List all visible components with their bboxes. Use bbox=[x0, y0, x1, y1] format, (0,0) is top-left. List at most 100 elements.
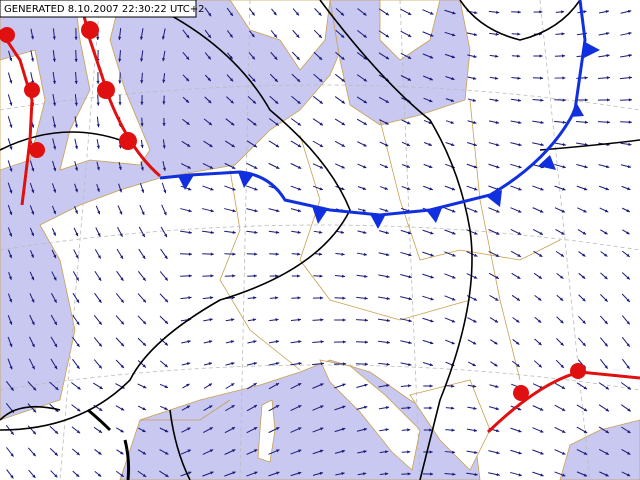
wind-arrow bbox=[583, 209, 587, 213]
wind-arrow bbox=[363, 121, 367, 125]
wind-arrow bbox=[31, 211, 35, 215]
wind-arrow bbox=[626, 365, 630, 369]
wind-arrow bbox=[164, 342, 168, 346]
wind-arrow bbox=[538, 297, 542, 301]
wind-arrow bbox=[429, 99, 433, 103]
wind-arrow bbox=[582, 320, 586, 324]
wind-arrow bbox=[231, 362, 235, 366]
wind-arrow bbox=[384, 165, 389, 168]
wind-arrow bbox=[275, 318, 279, 322]
wind-arrow bbox=[474, 231, 478, 235]
wind-arrow bbox=[186, 143, 191, 147]
front-triangle bbox=[570, 102, 584, 117]
wind-arrow bbox=[120, 342, 124, 347]
wind-arrow bbox=[230, 100, 234, 104]
wind-arrow bbox=[496, 429, 500, 433]
wind-arrow bbox=[252, 78, 256, 82]
wind-arrow bbox=[253, 274, 257, 278]
wind-arrow bbox=[118, 166, 122, 170]
wind-arrow bbox=[496, 231, 500, 235]
wind-arrow bbox=[386, 296, 390, 301]
wind-arrow bbox=[232, 230, 236, 234]
wind-arrow bbox=[77, 386, 81, 390]
wind-arrow bbox=[539, 54, 543, 58]
wind-arrow bbox=[209, 143, 213, 147]
wind-arrow bbox=[495, 407, 499, 411]
wind-arrow bbox=[496, 165, 500, 169]
wind-arrow bbox=[342, 405, 346, 409]
wind-arrow bbox=[318, 12, 322, 16]
wind-arrow bbox=[30, 254, 34, 258]
wind-arrow bbox=[9, 124, 13, 128]
front-semicircle bbox=[29, 142, 45, 158]
wind-arrow bbox=[96, 166, 100, 171]
wind-arrow bbox=[32, 430, 36, 435]
wind-arrow bbox=[341, 427, 346, 431]
wind-arrow bbox=[188, 296, 192, 300]
wind-arrow bbox=[98, 321, 102, 325]
wind-arrow bbox=[364, 296, 368, 300]
wind-arrow bbox=[452, 11, 456, 15]
wind-arrow bbox=[472, 384, 477, 388]
wind-arrow bbox=[386, 362, 390, 366]
wind-arrow bbox=[187, 449, 191, 453]
wind-arrow bbox=[627, 430, 631, 433]
wind-arrow bbox=[9, 57, 13, 62]
wind-arrow bbox=[495, 253, 500, 257]
wind-arrow bbox=[232, 471, 236, 475]
wind-arrow bbox=[254, 187, 258, 191]
wind-arrow bbox=[76, 343, 80, 347]
wind-arrow bbox=[341, 122, 345, 126]
front-semicircle bbox=[0, 27, 15, 43]
ireland bbox=[0, 49, 46, 171]
wind-arrow bbox=[186, 121, 190, 125]
wind-arrow bbox=[275, 122, 279, 126]
wind-arrow bbox=[451, 77, 455, 81]
wind-arrow bbox=[142, 473, 147, 477]
wind-arrow bbox=[9, 298, 13, 303]
wind-arrow bbox=[517, 231, 522, 235]
wind-arrow bbox=[142, 342, 147, 346]
wind-arrow bbox=[210, 230, 214, 234]
grid-line bbox=[239, 0, 251, 480]
wind-arrow bbox=[120, 473, 124, 477]
wind-arrow bbox=[584, 76, 588, 80]
wind-arrow bbox=[561, 32, 565, 36]
wind-arrow bbox=[52, 80, 57, 84]
wind-arrow bbox=[31, 232, 35, 237]
wind-arrow bbox=[253, 383, 257, 387]
wind-arrow bbox=[208, 12, 212, 17]
wind-arrow bbox=[562, 473, 566, 477]
wind-arrow bbox=[230, 340, 235, 344]
isobar bbox=[169, 409, 191, 480]
wind-arrow bbox=[385, 450, 389, 454]
wind-arrow bbox=[141, 233, 145, 237]
wind-arrow bbox=[142, 299, 146, 303]
wind-arrow bbox=[320, 362, 324, 366]
wind-arrow bbox=[275, 405, 280, 409]
wind-arrow bbox=[385, 34, 390, 38]
wind-arrow bbox=[582, 297, 586, 302]
grid-line bbox=[0, 364, 640, 391]
wind-arrow bbox=[118, 188, 123, 193]
wind-arrow bbox=[120, 451, 124, 455]
wind-arrow bbox=[298, 405, 302, 409]
wind-arrow bbox=[253, 427, 258, 431]
wind-arrow bbox=[275, 252, 279, 256]
wind-arrow bbox=[74, 102, 78, 106]
wind-arrow bbox=[276, 361, 280, 366]
wind-arrow bbox=[364, 383, 368, 387]
wind-arrow bbox=[540, 429, 544, 433]
wind-arrow bbox=[96, 80, 100, 84]
wind-arrow bbox=[231, 427, 236, 431]
wind-arrow bbox=[428, 142, 432, 146]
wind-arrow bbox=[96, 36, 100, 40]
wind-arrow bbox=[516, 275, 521, 279]
wind-arrow bbox=[495, 384, 499, 389]
wind-arrow bbox=[120, 407, 125, 411]
wind-arrow bbox=[473, 54, 477, 58]
wind-arrow bbox=[140, 144, 144, 149]
wind-arrow bbox=[385, 231, 389, 235]
wind-arrow bbox=[254, 209, 258, 213]
wind-arrow bbox=[604, 231, 608, 235]
